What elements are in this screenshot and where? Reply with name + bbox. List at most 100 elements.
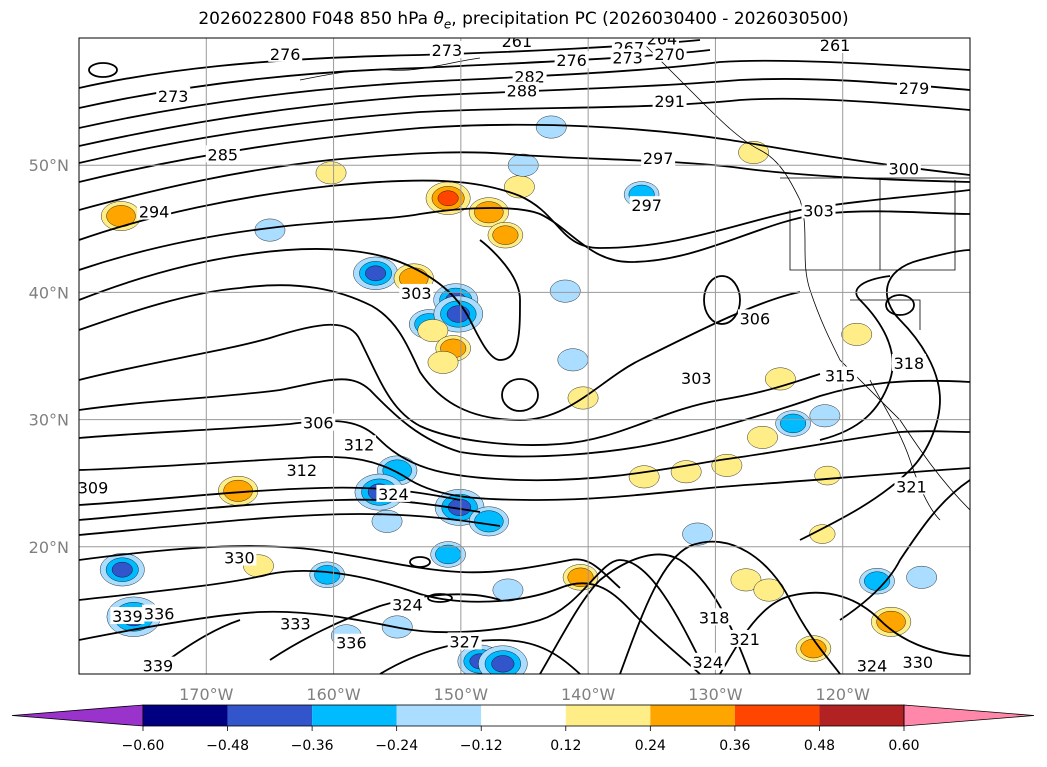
- contour-label-text: 291: [654, 92, 685, 111]
- colorbar-segment: [227, 705, 313, 726]
- precip-blob: [809, 524, 836, 544]
- contour-label-background: [896, 79, 931, 97]
- contour-label-background: [641, 149, 676, 167]
- precip-contour-fill: [474, 510, 504, 533]
- contour-label-background: [690, 652, 725, 670]
- contour-label: 279: [896, 79, 931, 98]
- contour-label-background: [140, 656, 175, 674]
- contour-label-text: 318: [699, 608, 730, 627]
- contour-label: 324: [376, 484, 411, 504]
- map-frame: [78, 37, 971, 675]
- contour-label: 330: [222, 548, 257, 568]
- contour-label-text: 273: [432, 41, 463, 60]
- longitude-axis: 170°W 160°W 150°W 140°W 130°W 120°W: [179, 685, 870, 704]
- contour-label: 312: [342, 435, 377, 454]
- contour-label-text: 306: [303, 414, 334, 433]
- contour-label-background: [697, 608, 732, 626]
- contour-label-background: [727, 629, 762, 647]
- precip-blob: [730, 568, 762, 592]
- latitude-tick-label: 20°N: [29, 538, 69, 557]
- precip-blob: [775, 410, 811, 437]
- precip-contour-fill: [549, 279, 581, 303]
- contour-label: 276: [268, 44, 303, 64]
- precip-contour-fill: [492, 225, 519, 245]
- precip-contour-fill: [809, 524, 836, 544]
- contour-label-background: [512, 67, 547, 85]
- colorbar-segment: [396, 705, 482, 726]
- contour-label-text: 279: [899, 79, 930, 98]
- precip-blob: [99, 553, 145, 587]
- contour-label: 330: [900, 652, 935, 672]
- theta-e-contour-line: [79, 498, 481, 521]
- colorbar-tick-label: 0.12: [550, 738, 581, 754]
- contour-label-text: 339: [143, 657, 174, 676]
- precip-contour-fill: [315, 161, 347, 185]
- contour-label: 300: [886, 159, 921, 178]
- contour-label: 273: [429, 40, 464, 60]
- precip-contour-fill: [567, 567, 594, 587]
- contour-label: 270: [652, 44, 687, 64]
- contour-label-background: [399, 283, 434, 301]
- contour-label-text: 336: [144, 604, 175, 623]
- contour-label: 339: [110, 607, 145, 626]
- precip-blob: [628, 465, 660, 489]
- precip-contour-fill: [682, 522, 713, 546]
- contour-label-background: [629, 196, 664, 214]
- theta-e-contour-line: [619, 540, 841, 674]
- precip-contour-fill: [780, 413, 807, 434]
- theta-e-contour-line: [79, 284, 801, 421]
- contour-label: 336: [334, 633, 369, 653]
- longitude-tick-label: 150°W: [434, 685, 489, 704]
- contour-label: 333: [278, 614, 313, 634]
- latitude-tick-label: 50°N: [29, 156, 69, 175]
- contour-label: 327: [447, 632, 482, 651]
- contour-label: 336: [142, 604, 177, 623]
- contour-label: 288: [504, 81, 539, 101]
- contour-label-background: [142, 604, 177, 622]
- theta-e-closed-contour: [703, 275, 741, 325]
- contour-label-text: 318: [894, 354, 925, 373]
- contour-label-background: [79, 478, 111, 496]
- colorbar: −0.60 −0.48 −0.36 −0.24 −0.12 0.12 0.24 0.36 0.4…: [11, 704, 1035, 754]
- precip-contour-fill: [435, 544, 462, 565]
- colorbar-tick-label: 0.36: [719, 738, 750, 754]
- precip-contour-fill: [800, 638, 827, 659]
- precip-blob: [871, 606, 912, 637]
- precip-blob: [218, 475, 259, 506]
- contour-label: 312: [284, 460, 319, 480]
- precip-blob: [371, 509, 403, 533]
- precip-contour-fill: [492, 578, 524, 602]
- theta-e-contour-line: [79, 486, 461, 506]
- contour-label-text: 261: [502, 32, 533, 51]
- coastline: [850, 299, 921, 330]
- contour-label-background: [652, 91, 687, 109]
- precip-contour-fill: [314, 565, 341, 585]
- theta-e-contour-line: [79, 378, 970, 458]
- contour-label: 303: [801, 201, 836, 220]
- contour-label-background: [268, 44, 303, 62]
- theta-e-contour-line: [79, 97, 970, 164]
- contour-label-text: 306: [740, 309, 771, 328]
- coastline: [789, 180, 956, 271]
- longitude-tick-label: 160°W: [306, 685, 361, 704]
- contour-label-background: [447, 632, 482, 650]
- colorbar-segment: [143, 705, 228, 726]
- precip-contour-fill: [841, 322, 873, 346]
- contour-label: 264: [644, 38, 679, 49]
- contour-label-background: [891, 353, 926, 371]
- contour-label-background: [801, 201, 836, 219]
- contour-label-background: [205, 145, 240, 163]
- contour-label-background: [334, 633, 369, 651]
- precip-blob: [557, 348, 589, 372]
- contour-label-text: 270: [654, 45, 685, 64]
- contour-label-text: 321: [729, 630, 760, 649]
- precip-contour-fill: [738, 141, 769, 164]
- contour-label-background: [679, 369, 714, 387]
- title-symbol: θ: [433, 9, 444, 29]
- contour-label: 339: [140, 656, 175, 676]
- contour-label: 324: [690, 652, 725, 672]
- precip-contour-fill: [474, 201, 504, 224]
- precip-contour-fill: [906, 565, 937, 589]
- contour-label: 297: [641, 149, 676, 168]
